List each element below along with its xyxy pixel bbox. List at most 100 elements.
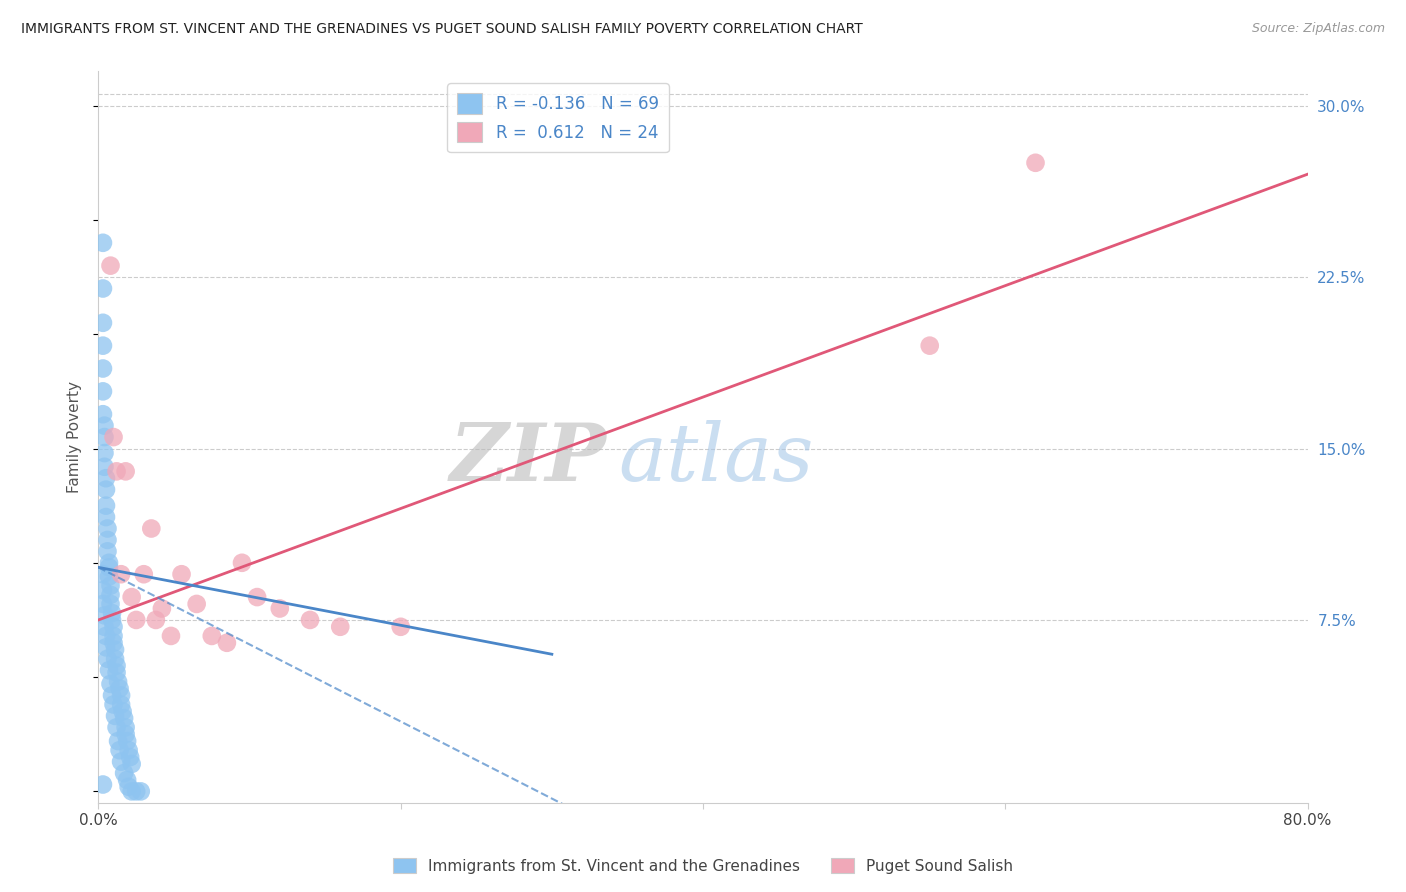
Point xyxy=(186,597,208,611)
Point xyxy=(105,720,128,734)
Point xyxy=(91,339,114,353)
Point xyxy=(118,780,141,794)
Point xyxy=(121,784,143,798)
Point xyxy=(100,597,122,611)
Point xyxy=(100,677,122,691)
Point xyxy=(246,590,269,604)
Point xyxy=(103,620,125,634)
Point xyxy=(91,567,114,582)
Point xyxy=(100,579,122,593)
Point xyxy=(94,640,117,655)
Point xyxy=(103,636,125,650)
Point xyxy=(104,709,127,723)
Point xyxy=(103,629,125,643)
Legend: R = -0.136   N = 69, R =  0.612   N = 24: R = -0.136 N = 69, R = 0.612 N = 24 xyxy=(447,83,669,153)
Point xyxy=(100,588,122,602)
Point xyxy=(125,784,148,798)
Text: IMMIGRANTS FROM ST. VINCENT AND THE GRENADINES VS PUGET SOUND SALISH FAMILY POVE: IMMIGRANTS FROM ST. VINCENT AND THE GREN… xyxy=(21,22,863,37)
Point xyxy=(1024,155,1046,169)
Point xyxy=(93,430,115,444)
Point xyxy=(112,766,135,780)
Point xyxy=(120,750,142,764)
Point xyxy=(98,569,121,583)
Point xyxy=(91,316,114,330)
Point xyxy=(110,689,132,703)
Point xyxy=(107,674,129,689)
Point xyxy=(91,597,114,611)
Point xyxy=(389,620,412,634)
Point xyxy=(215,636,238,650)
Point xyxy=(93,446,115,460)
Point xyxy=(118,743,141,757)
Point xyxy=(103,698,125,712)
Point xyxy=(112,711,135,725)
Point xyxy=(108,681,131,696)
Point xyxy=(121,590,143,604)
Point xyxy=(269,601,291,615)
Point xyxy=(170,567,193,582)
Point xyxy=(150,601,173,615)
Point xyxy=(101,613,124,627)
Point xyxy=(110,567,132,582)
Point xyxy=(918,339,941,353)
Point xyxy=(110,698,132,712)
Point xyxy=(103,430,125,444)
Point xyxy=(129,784,152,798)
Point xyxy=(91,235,114,250)
Point xyxy=(132,567,155,582)
Point xyxy=(96,521,118,535)
Point xyxy=(329,620,352,634)
Point xyxy=(141,521,163,535)
Point xyxy=(114,727,136,741)
Point xyxy=(105,464,128,478)
Point xyxy=(104,642,127,657)
Point xyxy=(94,471,117,485)
Point xyxy=(98,560,121,574)
Point xyxy=(121,756,143,771)
Point xyxy=(105,665,128,680)
Text: atlas: atlas xyxy=(619,420,814,498)
Point xyxy=(96,544,118,558)
Point xyxy=(114,464,136,478)
Point xyxy=(105,658,128,673)
Point xyxy=(98,663,121,677)
Point xyxy=(98,556,121,570)
Point xyxy=(231,556,253,570)
Point xyxy=(201,629,224,643)
Text: ZIP: ZIP xyxy=(450,420,606,498)
Point xyxy=(125,613,148,627)
Point xyxy=(91,407,114,421)
Point xyxy=(91,281,114,295)
Point xyxy=(93,459,115,474)
Point xyxy=(101,606,124,620)
Point xyxy=(110,755,132,769)
Point xyxy=(94,499,117,513)
Point xyxy=(93,608,115,623)
Point xyxy=(96,533,118,547)
Point xyxy=(94,510,117,524)
Point xyxy=(108,743,131,757)
Point xyxy=(111,705,134,719)
Point xyxy=(91,384,114,399)
Point xyxy=(160,629,183,643)
Point xyxy=(100,259,122,273)
Point xyxy=(91,361,114,376)
Point xyxy=(94,483,117,497)
Point xyxy=(93,418,115,433)
Point xyxy=(114,720,136,734)
Point xyxy=(101,689,124,703)
Point xyxy=(145,613,167,627)
Y-axis label: Family Poverty: Family Poverty xyxy=(67,381,83,493)
Point xyxy=(91,583,114,598)
Point xyxy=(299,613,322,627)
Point xyxy=(93,620,115,634)
Point xyxy=(91,778,114,792)
Point xyxy=(104,652,127,666)
Legend: Immigrants from St. Vincent and the Grenadines, Puget Sound Salish: Immigrants from St. Vincent and the Gren… xyxy=(387,852,1019,880)
Point xyxy=(96,652,118,666)
Point xyxy=(107,734,129,748)
Point xyxy=(115,734,138,748)
Point xyxy=(94,629,117,643)
Text: Source: ZipAtlas.com: Source: ZipAtlas.com xyxy=(1251,22,1385,36)
Point xyxy=(115,772,138,787)
